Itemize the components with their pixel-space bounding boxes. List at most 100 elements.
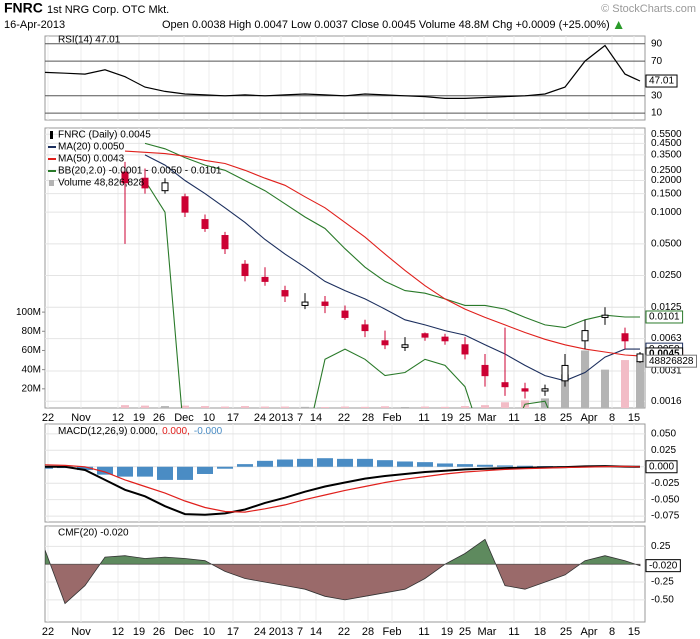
x-tick-label: 12: [112, 626, 124, 638]
candle-body: [621, 333, 629, 342]
symbol: FNRC: [4, 0, 43, 16]
x-tick-label: 22: [338, 626, 350, 638]
x-tick-label: 25: [560, 412, 572, 424]
candle-body: [421, 333, 429, 338]
y-tick-label: -0.25: [651, 577, 674, 588]
macd-histogram-bar: [517, 465, 533, 467]
x-tick-label: 18: [534, 412, 546, 424]
x-tick-label: 11: [508, 412, 519, 424]
x-tick-label: 7: [297, 626, 303, 638]
candle-body: [261, 276, 269, 282]
value-tag: [645, 310, 684, 324]
legend-label: BB(20,2.0) -0.0001 - 0.0050 - 0.0101: [58, 166, 222, 177]
plot: [121, 142, 644, 408]
candle-body: [201, 219, 209, 229]
rsi-title: RSI(14) 47.01: [58, 35, 121, 46]
x-tick-label: Feb: [383, 412, 402, 424]
macd-histogram-bar: [237, 464, 253, 467]
quote: Open 0.0038 High 0.0047 Low 0.0037 Close…: [162, 19, 610, 31]
plot: [45, 44, 641, 99]
x-tick-label: 11: [418, 412, 429, 424]
y-tick-label: 90: [651, 38, 663, 49]
macd-histogram-bar: [177, 466, 193, 480]
macd-histogram-bar: [217, 466, 233, 469]
volume-bar: [321, 407, 329, 408]
volume-bar: [501, 402, 509, 408]
macd-histogram-bar: [157, 466, 173, 480]
panel-frame: [44, 35, 646, 121]
volume-bar: [341, 406, 349, 408]
y-tick-label: -0.50: [651, 595, 674, 606]
candle-body: [541, 388, 549, 392]
volume-bar: [561, 374, 569, 408]
candle-body: [161, 182, 169, 192]
macd-histogram-bar: [377, 460, 393, 467]
y-tick-label: 30: [651, 90, 663, 101]
candle-body: [561, 364, 569, 382]
candle-body: [636, 353, 644, 363]
volume-bar: [601, 369, 609, 408]
x-tick-label: 12: [112, 412, 124, 424]
volume-bar: [161, 406, 169, 408]
x-tick-label: 17: [227, 412, 239, 424]
x-tick-label: Nov: [71, 626, 91, 638]
x-tick-label: 19: [133, 626, 145, 638]
volume-bar: [181, 405, 189, 408]
value-tag: [645, 354, 697, 368]
cmf-area-negative: [45, 564, 641, 605]
volume-bar: [241, 406, 249, 408]
y-tick-label: 0.0031: [651, 366, 682, 377]
x-tick-label: 17: [227, 626, 239, 638]
candle-body: [601, 314, 609, 318]
macd-histogram-bar: [117, 466, 133, 477]
y-tick-label: 0.1000: [651, 207, 682, 218]
company-name: 1st NRG Corp. OTC Mkt.: [47, 4, 169, 16]
x-tick-label: 19: [441, 412, 453, 424]
cmf-title: CMF(20) -0.020: [58, 528, 129, 539]
macd-line: [45, 464, 641, 513]
legend-label: FNRC (Daily) 0.0045: [58, 130, 151, 141]
candle-body: [221, 235, 229, 250]
x-tick-label: 26: [153, 412, 165, 424]
x-tick-label: 8: [609, 412, 615, 424]
histogram-name: -0.000: [194, 426, 223, 437]
y2-tick-label: 60M: [22, 345, 41, 356]
y-tick-label: 70: [651, 56, 663, 67]
candle-body: [481, 364, 489, 377]
candle-body: [301, 301, 309, 306]
y-tick-label: 0.5500: [651, 129, 682, 140]
value-tag-label: 48826828: [649, 356, 694, 367]
candle-body: [241, 263, 249, 277]
y-tick-label: -0.025: [651, 478, 680, 489]
x-tick-label: 15: [628, 626, 640, 638]
macd-histogram-bar: [477, 464, 493, 467]
x-tick-label: 22: [42, 412, 54, 424]
x-tick-label: 25: [560, 626, 572, 638]
x-tick-label: 19: [441, 626, 453, 638]
x-tick-label: Dec: [174, 626, 194, 638]
candle-body: [461, 344, 469, 355]
x-tick-label: 28: [362, 626, 374, 638]
plot: [45, 458, 641, 516]
macd-histogram-bar: [317, 458, 333, 467]
x-tick-label: 10: [203, 626, 215, 638]
x-tick-label: 25: [459, 412, 471, 424]
y-tick-label: 0.4500: [651, 138, 682, 149]
volume-bar: [581, 350, 589, 408]
x-tick-label: 10: [203, 412, 215, 424]
volume-bar: [301, 406, 309, 408]
macd-histogram-bar: [497, 465, 513, 467]
source: © StockCharts.com: [601, 3, 696, 15]
candle-body: [521, 388, 529, 392]
y2-tick-label: 80M: [22, 326, 41, 337]
bollinger-lower: [144, 180, 549, 408]
y-tick-label: 0.2500: [651, 165, 682, 176]
cmf-area-positive: [45, 538, 641, 565]
candle-body: [181, 196, 189, 213]
candle-body: [361, 324, 369, 332]
positive-area: [45, 538, 641, 565]
candle-body: [141, 177, 149, 189]
volume-bar: [621, 360, 629, 408]
candle-body: [501, 382, 509, 388]
